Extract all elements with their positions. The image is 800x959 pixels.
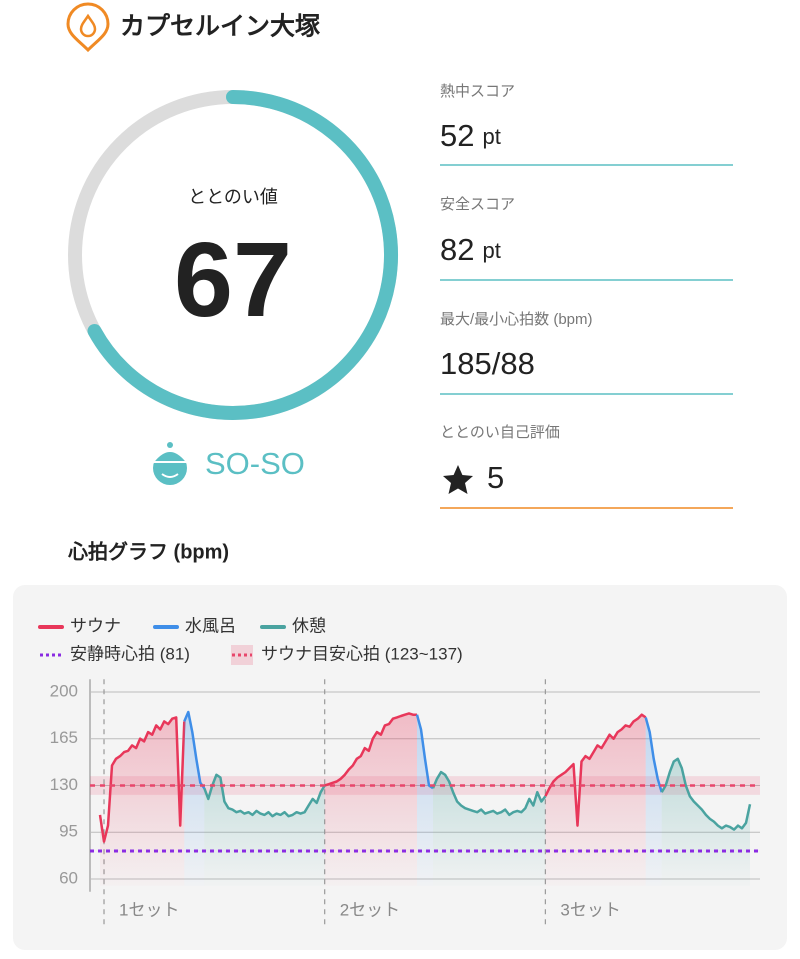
stat-label: ととのい自己評価 — [440, 424, 560, 441]
series-line — [98, 712, 647, 843]
series-area — [100, 713, 646, 886]
y-tick-label: 95 — [59, 822, 78, 841]
star-icon — [443, 465, 473, 494]
set-label: 3セット — [560, 900, 620, 919]
stat-value: 52 pt — [440, 118, 501, 153]
status-icon — [150, 442, 190, 485]
series-line — [203, 757, 752, 831]
legend-label: サウナ目安心拍 (123~137) — [261, 644, 463, 663]
stat-label: 最大/最小心拍数 (bpm) — [440, 311, 593, 328]
stat-unit: pt — [482, 124, 500, 149]
y-tick-label: 165 — [50, 728, 78, 747]
legend-label: 休憩 — [292, 616, 326, 635]
stat-label: 安全スコア — [440, 196, 515, 213]
legend-label: サウナ — [70, 616, 121, 635]
set-label: 2セット — [340, 900, 400, 919]
venue-title: カプセルイン大塚 — [120, 13, 321, 41]
legend-label: 水風呂 — [185, 616, 236, 635]
legend-swatch — [231, 645, 253, 665]
score-label: ととのい値 — [188, 187, 278, 207]
series-area — [204, 758, 751, 886]
legend-label: 安静時心拍 (81) — [70, 644, 190, 663]
series-area — [184, 712, 662, 886]
rating-value: 5 — [487, 460, 504, 495]
set-label: 1セット — [119, 900, 179, 919]
y-tick-label: 130 — [50, 775, 78, 794]
gauge-arc — [87, 90, 399, 420]
score-value: 67 — [174, 221, 292, 339]
y-tick-label: 60 — [59, 869, 78, 888]
stat-value: 82 pt — [440, 232, 501, 267]
stat-number: 52 — [440, 118, 474, 153]
location-icon — [66, 2, 110, 53]
score-status: SO-SO — [205, 446, 305, 481]
stat-label: 熱中スコア — [440, 83, 515, 100]
stat-unit: pt — [482, 238, 500, 263]
y-tick-label: 200 — [50, 681, 78, 700]
stat-value: 185/88 — [440, 346, 535, 381]
section-title: 心拍グラフ (bpm) — [67, 539, 229, 563]
stat-number: 82 — [440, 232, 474, 267]
